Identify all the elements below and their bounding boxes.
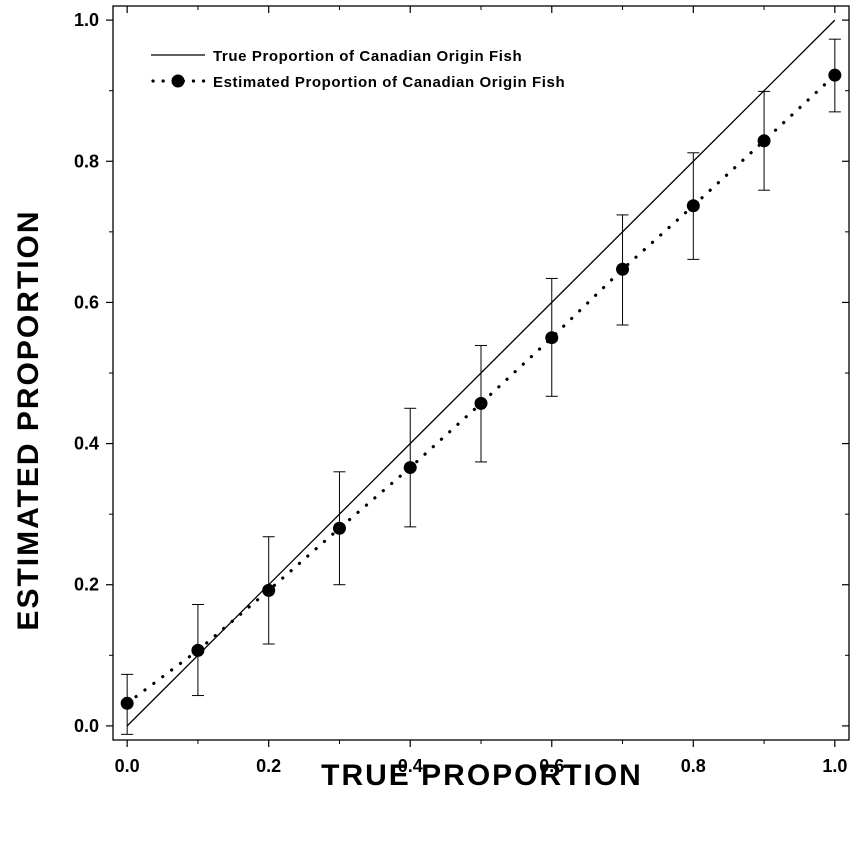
x-tick-label: 0.0 [115,756,140,776]
y-tick-label: 0.6 [74,292,99,312]
y-axis-title: ESTIMATED PROPORTION [12,209,45,630]
data-point [403,461,417,475]
data-point [616,262,630,276]
axis-ticks [106,6,849,747]
data-point [686,199,700,213]
data-point [332,521,346,535]
data-point [828,68,842,82]
y-tick-label: 0.8 [74,151,99,171]
legend-label-true: True Proportion of Canadian Origin Fish [213,48,522,65]
data-point [757,134,771,148]
data-point [474,396,488,410]
y-tick-label: 0.2 [74,575,99,595]
series-estimated-proportion [120,38,842,735]
x-tick-label: 0.6 [539,756,564,776]
data-point [545,331,559,345]
data-point [262,583,276,597]
legend-marker-estimated [171,74,185,88]
data-point [191,643,205,657]
tick-labels: 0.0 0.2 0.4 0.6 0.8 1.0 0.0 0.2 0.4 0.6 0.8 1.0 [74,10,847,776]
x-tick-label: 1.0 [822,756,847,776]
x-tick-label: 0.8 [681,756,706,776]
data-point [120,696,134,710]
x-axis-title: TRUE PROPORTION [321,759,643,792]
y-tick-label: 1.0 [74,10,99,30]
x-tick-label: 0.2 [256,756,281,776]
x-tick-label: 0.4 [398,756,423,776]
y-tick-label: 0.4 [74,434,99,454]
legend: True Proportion of Canadian Origin Fish … [151,48,565,91]
y-tick-label: 0.0 [74,716,99,736]
legend-label-estimated: Estimated Proportion of Canadian Origin … [213,74,565,91]
